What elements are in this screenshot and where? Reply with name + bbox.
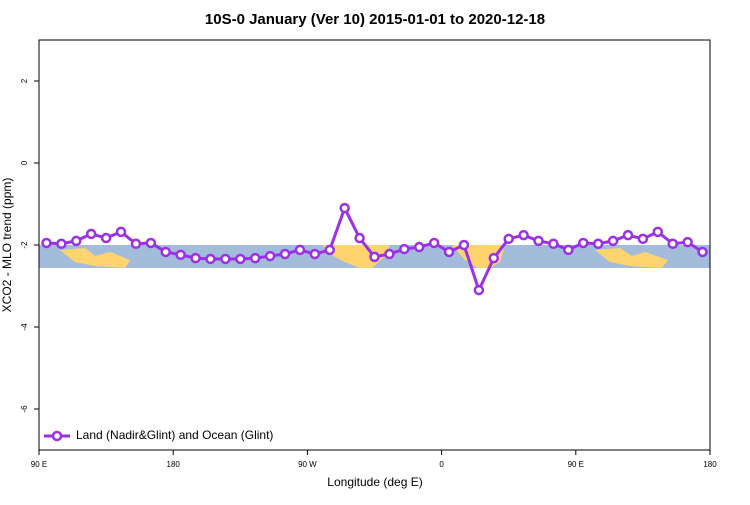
y-tick-label: -2	[20, 241, 29, 249]
y-tick-label: -4	[20, 323, 29, 331]
data-point	[354, 232, 365, 244]
data-point	[548, 238, 559, 250]
legend-marker	[51, 430, 63, 442]
land	[322, 245, 390, 268]
data-point	[667, 238, 678, 250]
data-point	[220, 253, 231, 265]
data-point	[71, 235, 82, 247]
y-tick-label: -6	[20, 405, 29, 413]
data-point	[652, 226, 664, 238]
data-point	[697, 246, 708, 258]
data-point	[413, 241, 425, 253]
land	[60, 248, 130, 268]
data-point	[190, 252, 201, 264]
data-point	[115, 226, 127, 238]
x-tick-label: 180	[167, 460, 181, 469]
data-point	[458, 239, 470, 251]
data-point	[592, 238, 604, 250]
data-point	[488, 252, 500, 264]
data-point	[339, 202, 350, 214]
y-tick-label: 2	[20, 78, 29, 83]
data-point	[473, 284, 485, 296]
y-axis-label: XCO2 - MLO trend (ppm)	[0, 178, 14, 313]
data-point	[309, 248, 321, 260]
data-point	[399, 243, 410, 255]
land	[595, 248, 668, 268]
chart-title: 10S-0 January (Ver 10) 2015-01-01 to 202…	[205, 11, 545, 28]
data-point	[428, 237, 440, 249]
data-point	[503, 233, 514, 245]
data-point	[205, 253, 216, 265]
data-point	[85, 228, 97, 240]
data-point	[100, 232, 112, 244]
data-point	[607, 235, 619, 247]
data-point	[533, 235, 544, 247]
data-point	[578, 237, 589, 249]
data-point	[622, 229, 634, 241]
legend-label: Land (Nadir&Glint) and Ocean (Glint)	[76, 428, 273, 442]
data-point	[369, 251, 380, 263]
data-point	[518, 229, 529, 241]
x-tick-label: 0	[439, 460, 444, 469]
data-point	[145, 237, 157, 249]
data-point	[443, 246, 455, 258]
data-point	[130, 238, 142, 250]
x-tick-label: 90 W	[298, 460, 317, 469]
data-point	[384, 248, 395, 260]
x-tick-label: 90 E	[568, 460, 584, 469]
data-point	[294, 244, 306, 256]
data-point	[41, 237, 52, 249]
x-tick-label: 180	[703, 460, 717, 469]
data-point	[637, 233, 649, 245]
data-point	[279, 248, 291, 260]
x-tick-label: 90 E	[31, 460, 47, 469]
data-point	[235, 253, 246, 265]
data-point	[175, 249, 186, 261]
data-point	[249, 252, 261, 264]
data-point	[264, 250, 276, 262]
x-axis-label: Longitude (deg E)	[327, 475, 422, 489]
y-tick-label: 0	[20, 160, 29, 165]
data-point	[682, 236, 693, 248]
data-point	[563, 244, 574, 256]
data-point	[324, 244, 336, 256]
data-point	[160, 246, 171, 258]
data-point	[56, 238, 67, 250]
legend: Land (Nadir&Glint) and Ocean (Glint)	[44, 428, 273, 442]
